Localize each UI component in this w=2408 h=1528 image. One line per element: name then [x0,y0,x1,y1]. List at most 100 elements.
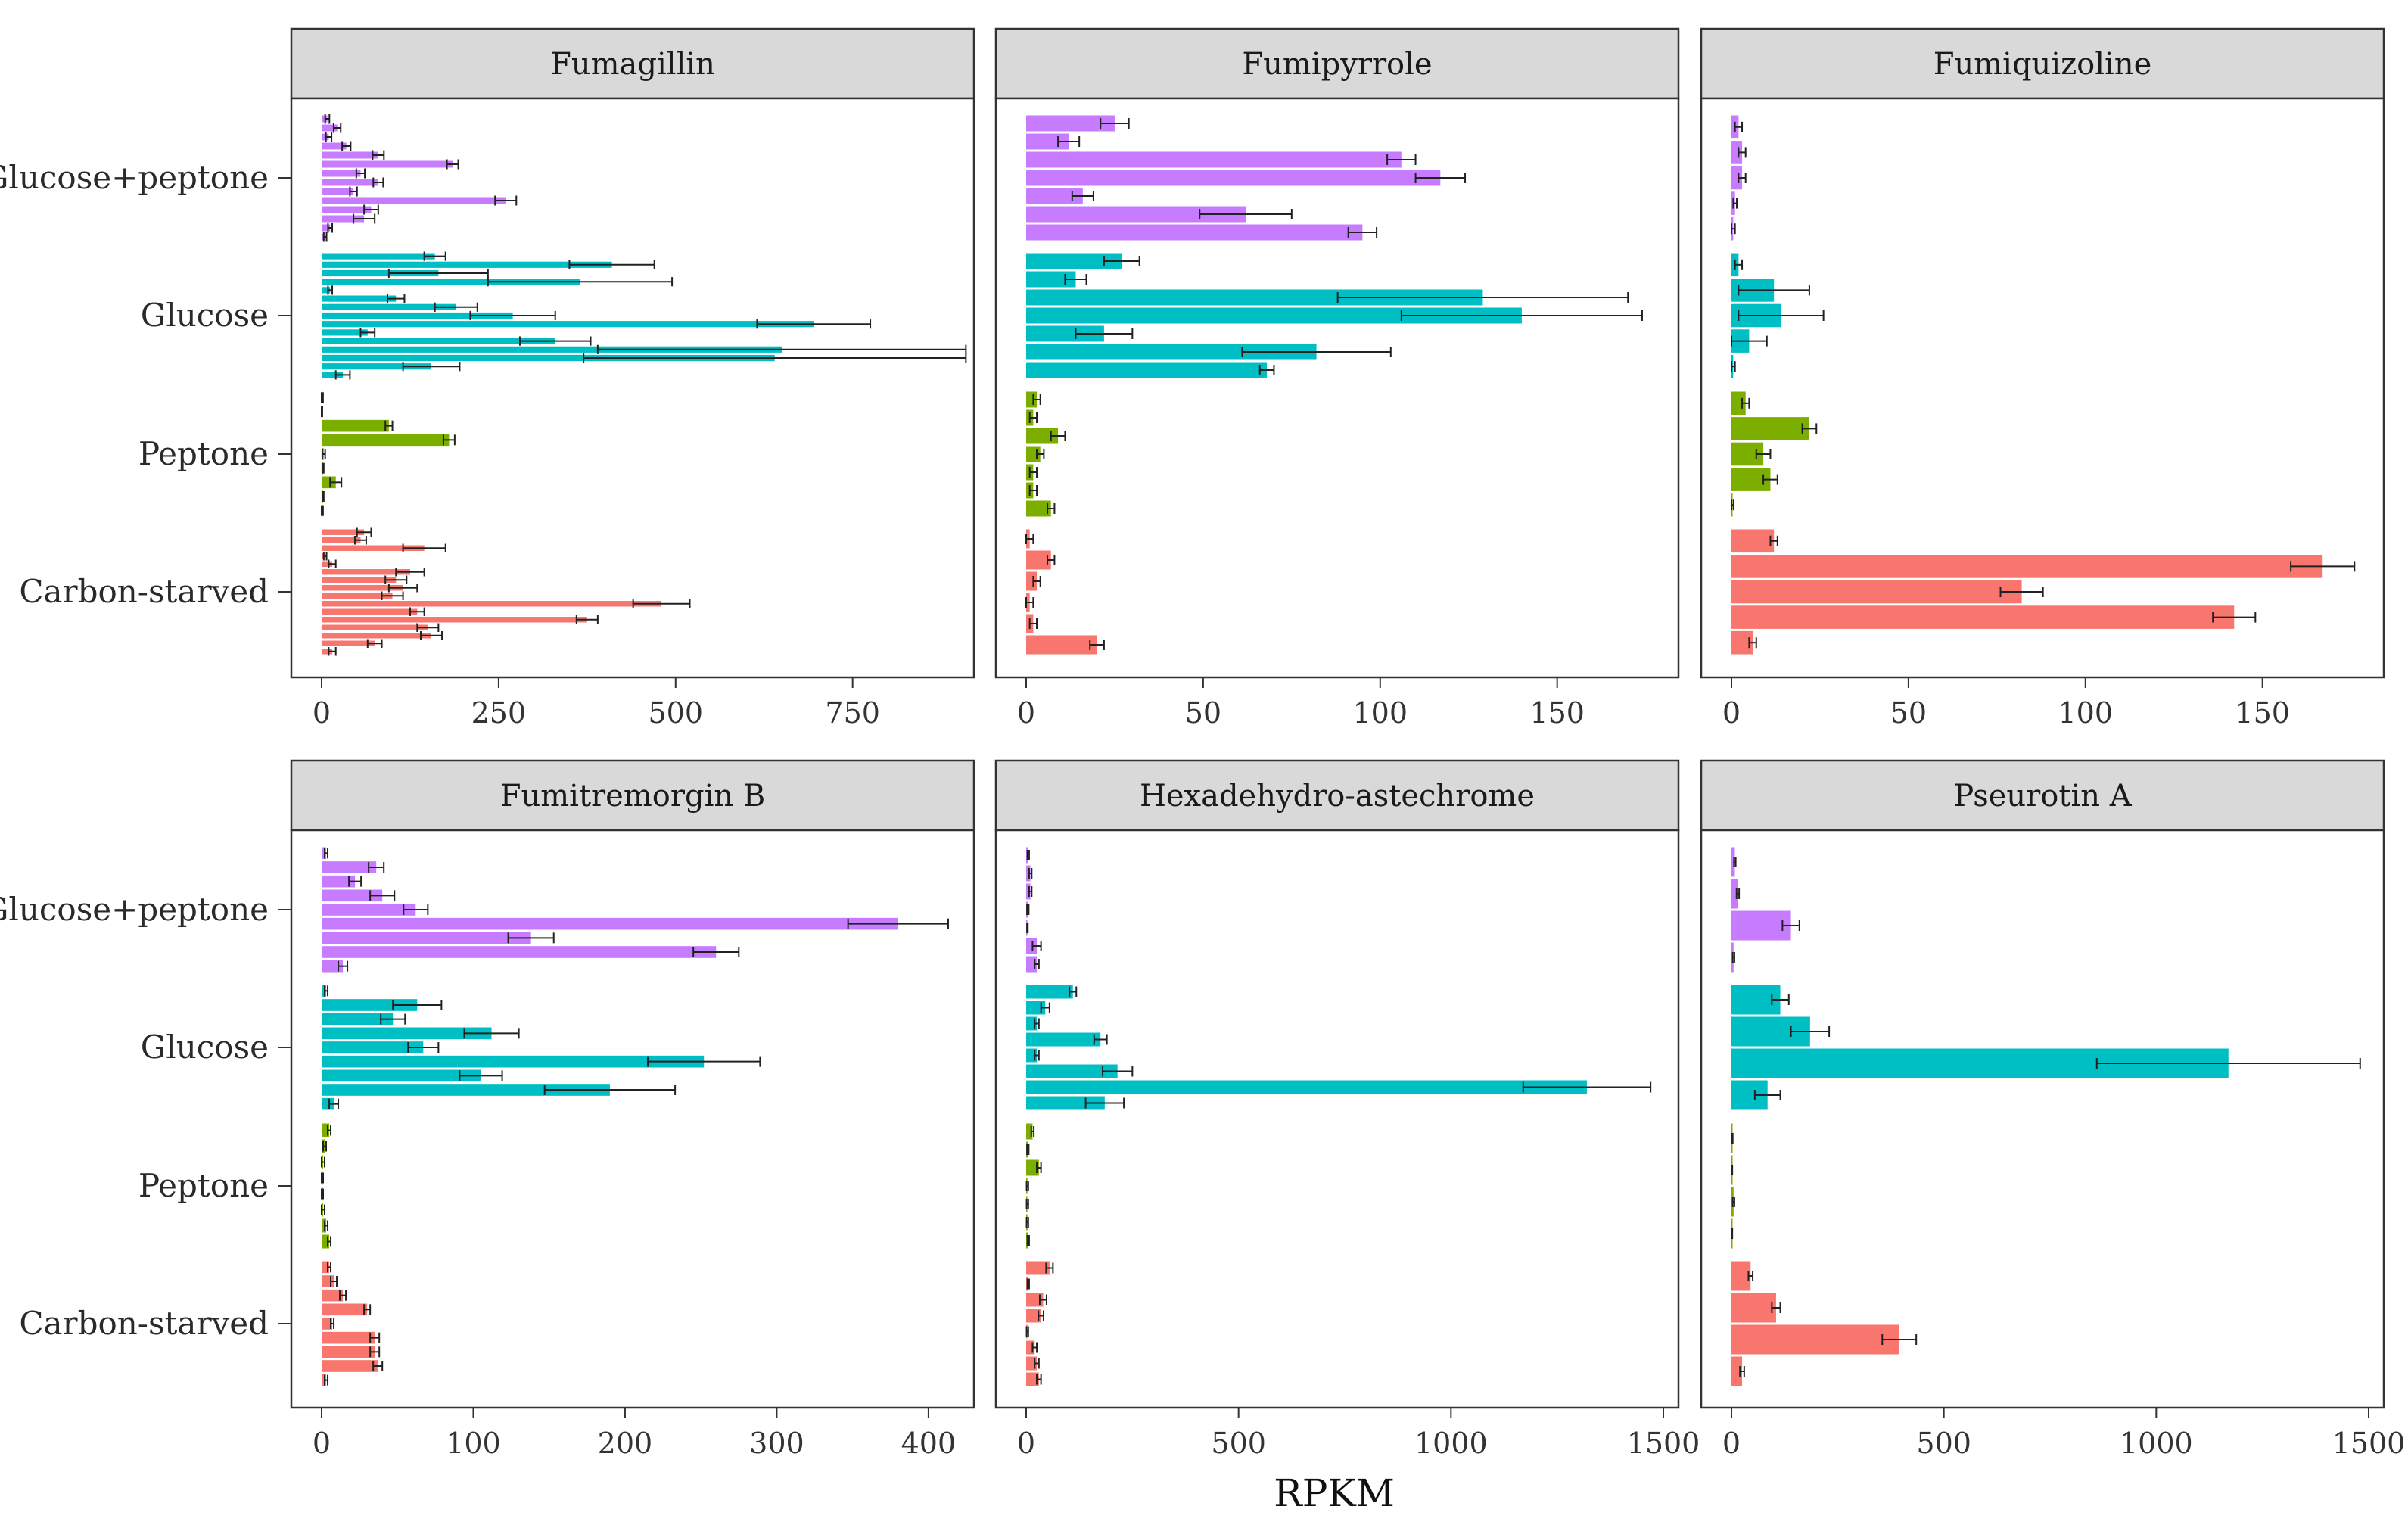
bar [1731,555,2323,578]
condition-label-glucose: Glucose [141,1029,269,1066]
bar [322,569,410,575]
bar [322,585,403,591]
bar [322,279,580,285]
bar-group-peptone [1026,391,1066,517]
x-tick-label: 200 [598,1427,653,1460]
bar-group-peptone [321,391,456,517]
condition-label-glucose: Glucose [141,297,269,334]
x-tick-label: 0 [313,696,331,730]
bar [1026,500,1051,517]
bar [1731,580,2022,604]
bar [1731,141,1743,164]
x-tick-label: 0 [313,1427,331,1460]
bar [1026,1064,1118,1078]
bar-group-glucose-peptone [1731,847,1800,973]
bar [322,1069,481,1082]
bar-group-glucose [1731,253,1825,378]
bar-group-glucose-peptone [1731,115,1747,241]
bar [322,261,612,268]
bar-group-peptone [1731,1123,1735,1249]
bar [322,561,333,567]
x-tick-label: 150 [1529,696,1585,730]
bar [322,1055,705,1068]
panel-frame [290,97,975,679]
x-tick-label: 1500 [1627,1427,1700,1460]
bar [322,601,662,607]
bar [1026,151,1402,168]
condition-label-glucose-peptone: Glucose+peptone [0,891,269,928]
bar [322,354,775,362]
bar [322,224,331,232]
bar [322,545,425,551]
bar-group-carbon-starved [1731,529,2356,655]
bar [322,917,898,930]
bar-group-glucose [322,251,967,380]
x-axis-label: RPKM [1274,1471,1395,1515]
bar [322,624,428,630]
bar [322,179,378,186]
panels: Glucose+peptone Glucose Peptone Carbon-star… [0,27,2405,1460]
bar [322,889,383,902]
bar [322,1374,327,1386]
bar [322,1303,368,1316]
bar [322,633,432,639]
bar [322,215,365,223]
bar [322,1123,330,1137]
bar [322,287,331,294]
bar [322,160,453,168]
bar [322,1318,333,1330]
panel-pseurotin-a: Pseurotin A 0 500 1000 1500 [1700,759,2405,1460]
x-tick-label: 500 [1916,1427,1971,1460]
bar [322,1331,375,1344]
bar [322,1013,394,1025]
bar [1026,253,1122,269]
bar [1026,883,1031,900]
bar [322,649,333,655]
x-tick-label: 750 [825,696,880,730]
bar [1026,1340,1035,1355]
panel-hexadehydro-astechrome: Hexadehydro-astechrome 0 500 1000 1500 [994,759,1700,1460]
bar-group-carbon-starved [1731,1261,1918,1386]
bar [1026,362,1268,378]
x-tick-label: 150 [2235,696,2290,730]
bar [322,1234,330,1249]
bar [322,151,378,159]
bar [1026,635,1097,655]
bar [322,1084,610,1096]
bar [322,434,450,447]
bar [1026,1261,1050,1275]
bar [322,875,356,888]
bar [1026,188,1083,204]
bar [322,985,327,997]
x-tick-label: 100 [446,1427,501,1460]
bar [1026,1080,1587,1094]
bar-group-glucose-peptone [1026,115,1467,241]
bar [322,346,782,353]
bar [1026,1159,1039,1176]
bar [1026,1123,1033,1140]
panel-fumipyrrole: Fumipyrrole 0 50 100 150 [994,27,1680,730]
panel-strip [994,759,1680,832]
condition-label-peptone: Peptone [138,435,269,472]
bar [322,419,389,432]
x-tick-label: 100 [2058,696,2114,730]
panel-title: Fumipyrrole [1242,47,1432,82]
x-tick-label: 50 [1185,696,1221,730]
bar [322,847,327,860]
bar [1731,1261,1751,1291]
panel-title: Fumitremorgin B [500,779,766,814]
bar [322,529,365,535]
bar [322,608,418,615]
x-tick-label: 0 [1722,696,1741,730]
bar-group-carbon-starved [1025,529,1105,655]
x-tick-label: 500 [1211,1427,1266,1460]
bar [1731,1324,1899,1355]
bar [322,1289,344,1302]
bar [322,476,336,489]
bar [322,1041,424,1053]
bar [1026,224,1363,241]
bar [322,1097,334,1110]
bar-group-carbon-starved [322,1261,384,1386]
x-tick-label: 500 [649,696,704,730]
